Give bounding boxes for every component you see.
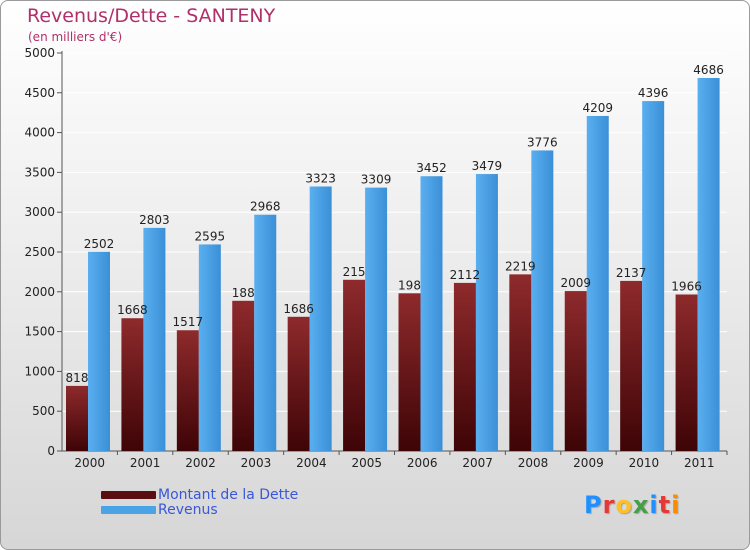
bar-dette	[287, 316, 310, 451]
x-tick-label: 2006	[407, 456, 438, 470]
bar-revenus	[697, 77, 720, 452]
data-label-dette: 2219	[505, 259, 536, 273]
y-tick-label: 1000	[24, 364, 55, 378]
logo-letter: x	[632, 491, 650, 519]
legend-item-revenus: Revenus	[101, 501, 298, 518]
x-tick-label: 2001	[130, 456, 161, 470]
bar-revenus	[475, 174, 498, 451]
x-tick-label: 2004	[296, 456, 327, 470]
data-label-dette: 188	[232, 286, 255, 300]
data-label-revenus: 2595	[195, 229, 226, 243]
logo-letter: o	[615, 491, 633, 519]
data-label-dette: 198	[398, 278, 421, 292]
y-tick-label: 4500	[24, 86, 55, 100]
bar-revenus	[198, 244, 221, 451]
bar-revenus	[531, 150, 554, 451]
logo-letter: i	[649, 491, 659, 519]
bar-dette	[509, 274, 532, 451]
data-label-revenus: 3323	[305, 171, 336, 185]
legend-swatch-dette	[101, 490, 156, 499]
bar-dette	[343, 279, 366, 451]
bar-revenus	[143, 227, 166, 451]
logo-letter: t	[658, 491, 672, 519]
bar-revenus	[254, 214, 277, 451]
logo-letter: r	[602, 491, 616, 519]
legend: Montant de la Dette Revenus	[101, 486, 299, 518]
y-tick-label: 2000	[24, 285, 55, 299]
y-tick-label: 4000	[24, 126, 55, 140]
data-label-dette: 1517	[173, 315, 204, 329]
data-label-dette: 818	[66, 371, 89, 385]
legend-swatch-revenus	[101, 505, 156, 514]
data-label-revenus: 2803	[139, 213, 170, 227]
bar-dette	[620, 280, 643, 451]
bar-dette	[176, 330, 199, 451]
data-label-dette: 2112	[450, 268, 481, 282]
bar-dette	[66, 385, 88, 451]
data-label-dette: 1668	[117, 303, 148, 317]
proxiti-logo: Proxiti	[584, 491, 680, 519]
x-tick-label: 2008	[518, 456, 549, 470]
x-tick-label: 2005	[352, 456, 383, 470]
bar-revenus	[365, 187, 388, 451]
data-label-revenus: 4209	[582, 101, 613, 115]
data-label-dette: 1966	[671, 280, 702, 294]
data-label-revenus: 3776	[527, 135, 558, 149]
bar-revenus	[420, 176, 443, 451]
data-label-revenus: 2968	[250, 200, 281, 214]
bar-dette	[453, 282, 476, 451]
x-tick-label: 2007	[462, 456, 493, 470]
legend-label-dette: Montant de la Dette	[158, 486, 299, 503]
x-tick-label: 2003	[241, 456, 272, 470]
x-tick-label: 2011	[684, 456, 715, 470]
data-label-revenus: 4396	[638, 86, 669, 100]
bar-revenus	[309, 186, 332, 451]
legend-item-dette: Montant de la Dette	[101, 486, 299, 503]
data-label-dette: 215	[343, 265, 366, 279]
bar-revenus	[642, 101, 665, 451]
data-label-revenus: 3479	[472, 159, 503, 173]
x-tick-label: 2010	[629, 456, 660, 470]
data-label-revenus: 4686	[693, 63, 724, 77]
chart-title: Revenus/Dette - SANTENY	[27, 5, 276, 27]
y-tick-label: 500	[32, 404, 55, 418]
logo-letter: i	[671, 491, 681, 519]
y-tick-label: 1500	[24, 325, 55, 339]
y-tick-label: 5000	[24, 46, 55, 60]
data-label-dette: 1686	[283, 302, 314, 316]
bar-dette	[121, 318, 144, 451]
bar-dette	[675, 294, 698, 451]
x-tick-label: 2000	[74, 456, 105, 470]
bar-revenus	[586, 115, 609, 452]
y-tick-label: 3000	[24, 205, 55, 219]
y-tick-label: 3500	[24, 165, 55, 179]
data-label-revenus: 3309	[361, 173, 392, 187]
bar-dette	[564, 291, 587, 451]
data-label-revenus: 2502	[84, 237, 115, 251]
legend-label-revenus: Revenus	[158, 501, 218, 518]
x-tick-label: 2009	[573, 456, 604, 470]
data-label-revenus: 3452	[416, 161, 447, 175]
data-label-dette: 2009	[560, 276, 591, 290]
chart-subtitle: (en milliers d'€)	[28, 30, 123, 44]
bar-revenus	[88, 251, 110, 451]
x-tick-label: 2002	[185, 456, 216, 470]
logo-letter: P	[584, 491, 603, 519]
data-label-dette: 2137	[616, 266, 647, 280]
y-tick-label: 2500	[24, 245, 55, 259]
bar-dette	[232, 300, 255, 451]
y-tick-label: 0	[47, 444, 55, 458]
bar-dette	[398, 293, 421, 451]
